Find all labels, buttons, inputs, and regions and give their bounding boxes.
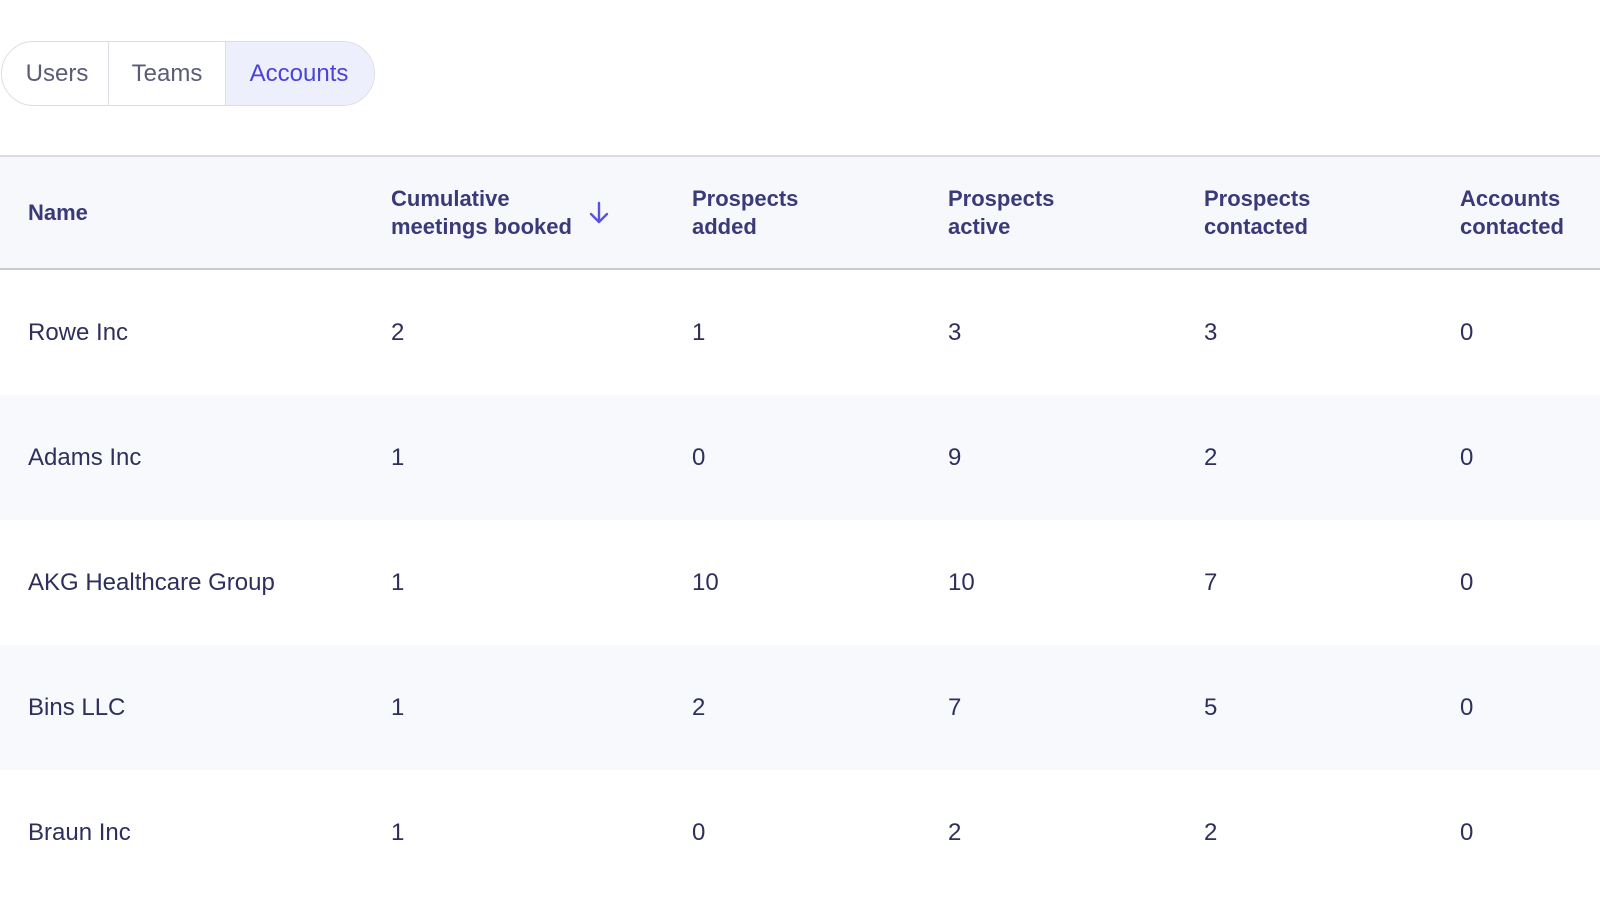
cell-prospects-added: 0 bbox=[692, 818, 706, 846]
table-row[interactable]: Rowe Inc 2 1 3 3 0 bbox=[0, 270, 1600, 395]
tab-teams[interactable]: Teams bbox=[109, 42, 226, 105]
column-header-label: Cumulative meetings booked bbox=[391, 185, 572, 239]
cell-cumulative-meetings-booked: 1 bbox=[391, 443, 405, 471]
view-tabs: Users Teams Accounts bbox=[1, 41, 375, 106]
cell-prospects-added: 10 bbox=[692, 568, 719, 596]
cell-cumulative-meetings-booked: 1 bbox=[391, 693, 405, 721]
cell-name: Adams Inc bbox=[28, 443, 142, 471]
column-header-name[interactable]: Name bbox=[28, 157, 88, 268]
column-header-label: Prospects active bbox=[948, 185, 1055, 239]
column-header-cumulative-meetings-booked[interactable]: Cumulative meetings booked bbox=[391, 157, 610, 268]
tab-users[interactable]: Users bbox=[2, 42, 109, 105]
tab-accounts[interactable]: Accounts bbox=[226, 42, 374, 105]
cell-prospects-active: 10 bbox=[948, 568, 975, 596]
table-header: Name Cumulative meetings booked Prospect… bbox=[0, 157, 1600, 270]
table-row[interactable]: Bins LLC 1 2 7 5 0 bbox=[0, 645, 1600, 770]
cell-name: Rowe Inc bbox=[28, 318, 129, 346]
cell-name: AKG Healthcare Group bbox=[28, 568, 275, 596]
column-header-label: Accounts contacted bbox=[1460, 185, 1564, 239]
cell-prospects-active: 9 bbox=[948, 443, 962, 471]
table-row[interactable]: Braun Inc 1 0 2 2 0 bbox=[0, 770, 1600, 895]
cell-accounts-contacted: 0 bbox=[1460, 818, 1474, 846]
cell-prospects-contacted: 3 bbox=[1204, 318, 1218, 346]
column-header-accounts-contacted[interactable]: Accounts contacted bbox=[1460, 157, 1564, 268]
cell-name: Bins LLC bbox=[28, 693, 126, 721]
cell-prospects-contacted: 2 bbox=[1204, 443, 1218, 471]
cell-accounts-contacted: 0 bbox=[1460, 568, 1474, 596]
cell-cumulative-meetings-booked: 1 bbox=[391, 818, 405, 846]
column-header-prospects-active[interactable]: Prospects active bbox=[948, 157, 1054, 268]
cell-prospects-contacted: 7 bbox=[1204, 568, 1218, 596]
cell-prospects-added: 2 bbox=[692, 693, 706, 721]
cell-cumulative-meetings-booked: 1 bbox=[391, 568, 405, 596]
cell-prospects-added: 1 bbox=[692, 318, 706, 346]
cell-accounts-contacted: 0 bbox=[1460, 318, 1474, 346]
table-row[interactable]: AKG Healthcare Group 1 10 10 7 0 bbox=[0, 520, 1600, 645]
cell-prospects-contacted: 5 bbox=[1204, 693, 1218, 721]
table-row[interactable]: Adams Inc 1 0 9 2 0 bbox=[0, 395, 1600, 520]
column-header-prospects-contacted[interactable]: Prospects contacted bbox=[1204, 157, 1310, 268]
cell-accounts-contacted: 0 bbox=[1460, 693, 1474, 721]
accounts-table: Name Cumulative meetings booked Prospect… bbox=[0, 155, 1600, 895]
cell-prospects-contacted: 2 bbox=[1204, 818, 1218, 846]
cell-cumulative-meetings-booked: 2 bbox=[391, 318, 405, 346]
cell-accounts-contacted: 0 bbox=[1460, 443, 1474, 471]
arrow-down-icon[interactable] bbox=[588, 201, 610, 225]
column-header-prospects-added[interactable]: Prospects added bbox=[692, 157, 798, 268]
cell-prospects-added: 0 bbox=[692, 443, 706, 471]
cell-name: Braun Inc bbox=[28, 818, 131, 846]
cell-prospects-active: 3 bbox=[948, 318, 962, 346]
column-header-label: Prospects contacted bbox=[1204, 185, 1311, 239]
cell-prospects-active: 7 bbox=[948, 693, 962, 721]
cell-prospects-active: 2 bbox=[948, 818, 962, 846]
column-header-label: Name bbox=[28, 199, 88, 225]
column-header-label: Prospects added bbox=[692, 185, 799, 239]
